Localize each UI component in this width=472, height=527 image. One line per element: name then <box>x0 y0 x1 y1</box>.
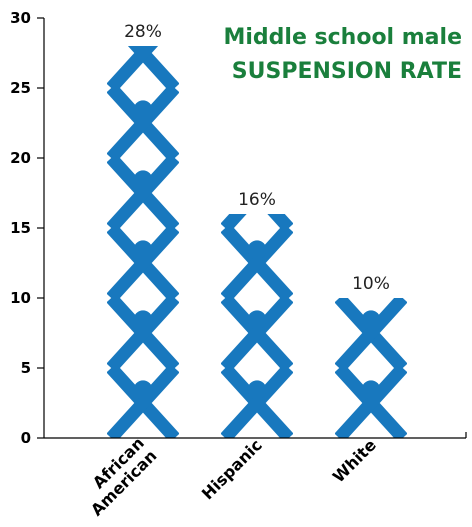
y-tick-label-10: 10 <box>10 289 31 307</box>
y-tick-label-15: 15 <box>10 219 31 237</box>
bar-2-figure-0-stroke-b <box>335 363 407 438</box>
category-label-1: Hispanic <box>198 435 266 503</box>
bar-1-figure-2-head <box>247 240 267 260</box>
y-tick-label-30: 30 <box>10 9 31 27</box>
y-tick-label-5: 5 <box>21 359 31 377</box>
category-labels: AfricanAmerican Hispanic White <box>74 433 380 519</box>
title-line-2: SUSPENSION RATE <box>232 59 462 84</box>
bar-2-figure-1-head <box>361 310 381 330</box>
bar-0-figure-0-head <box>133 380 153 400</box>
bar-0-figure-0 <box>107 363 179 438</box>
bar-0-figure-1-head <box>133 310 153 330</box>
bar-0-figure-3 <box>107 153 179 233</box>
bar-0-figure-1-stroke-b <box>107 293 179 373</box>
bar-2-figure-0-head <box>361 380 381 400</box>
bar-1-figure-1-stroke-b <box>221 293 293 373</box>
value-label-0: 28% <box>124 22 162 42</box>
bar-1-figure-0-stroke-b <box>221 363 293 438</box>
bar-1-figure-0-head <box>247 380 267 400</box>
bar-0-figure-4-head <box>133 100 153 120</box>
category-label-2-line-0: White <box>329 435 380 486</box>
y-tick-label-20: 20 <box>10 149 31 167</box>
bar-1-figure-3-head <box>248 170 267 189</box>
bar-2-figure-0 <box>335 363 407 438</box>
x-axis <box>44 432 467 439</box>
bar-0-figure-2-stroke-b <box>107 223 179 303</box>
bar-0-figure-3-stroke-b <box>107 153 179 233</box>
bar-0-figure-5-head <box>135 46 151 50</box>
category-label-2: White <box>329 435 380 486</box>
bar-1-figure-0 <box>221 363 293 438</box>
y-ticks: 0 5 10 15 20 25 30 <box>10 9 44 447</box>
bar-0-figure-3-head <box>133 170 153 190</box>
y-tick-label-0: 0 <box>21 429 31 447</box>
bar-1-figure-1 <box>221 293 293 373</box>
bar-0-figure-1 <box>107 293 179 373</box>
category-label-0: AfricanAmerican <box>74 433 160 519</box>
bar-0-figure-5 <box>107 46 179 93</box>
bar-1-figure-2-stroke-b <box>221 223 293 303</box>
value-label-2: 10% <box>352 274 390 294</box>
bar-0-figure-5-stroke-b <box>107 46 159 93</box>
value-label-1: 16% <box>238 190 276 210</box>
bar-1-figure-3-stroke-a <box>267 214 293 233</box>
bar-0-figure-4-stroke-b <box>107 83 179 163</box>
value-labels: 28% 16% 10% <box>124 22 390 294</box>
bar-2-figure-1-stroke-b <box>335 298 407 373</box>
bar-1-figure-3-stroke-b <box>221 214 247 233</box>
bar-0-figure-4 <box>107 83 179 163</box>
y-tick-label-25: 25 <box>10 79 31 97</box>
bar-1-figure-3 <box>221 170 293 233</box>
title-line-1: Middle school male <box>223 25 462 50</box>
bar-0-figure-2 <box>107 223 179 303</box>
bar-0-figure-2-head <box>133 240 153 260</box>
bar-0 <box>107 46 179 438</box>
bar-1 <box>221 170 293 438</box>
bars <box>107 46 407 438</box>
chart-title: Middle school male SUSPENSION RATE <box>223 25 462 84</box>
bar-2-figure-1 <box>335 298 407 373</box>
bar-2 <box>335 298 407 438</box>
bar-1-figure-1-head <box>247 310 267 330</box>
category-label-1-line-0: Hispanic <box>198 435 266 503</box>
bar-1-figure-2 <box>221 223 293 303</box>
bar-0-figure-0-stroke-b <box>107 363 179 438</box>
